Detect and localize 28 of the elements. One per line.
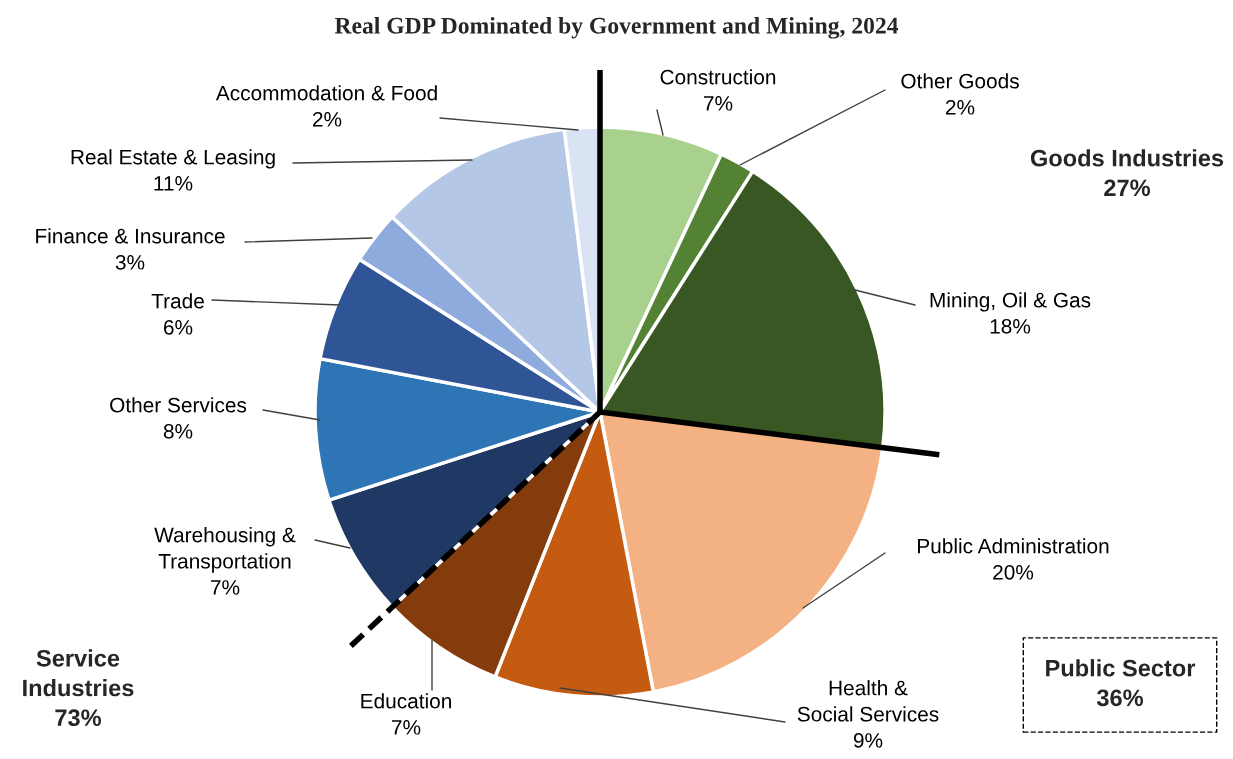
text: Service Industries 73%	[23, 649, 134, 727]
slice-label: Mining, Oil & Gas	[930, 292, 1091, 312]
slice-label: Accommodation & Food	[215, 85, 437, 101]
slice-label: Trade	[151, 293, 204, 309]
slice-label: Public Administration	[918, 538, 1109, 554]
data-label: 18%	[990, 318, 1031, 334]
data-label: 7%	[211, 580, 240, 595]
chart-title: Real GDP Dominated by Government and Mining, 2024	[334, 17, 899, 39]
data-label: 2%	[312, 111, 342, 127]
slice-label: Finance & Insurance	[36, 228, 225, 244]
text: Public Sector 36%	[1046, 659, 1196, 707]
data-label: 8%	[163, 423, 193, 439]
slice-label: Construction	[660, 69, 776, 85]
data-label: 6%	[164, 319, 193, 335]
slice-label: Warehousing & Transportation	[154, 527, 296, 573]
data-label: 9%	[853, 733, 883, 748]
slice-label: Real Estate & Leasing	[71, 149, 275, 169]
slice-label: Health & Social Services	[797, 680, 939, 722]
slice-label: Education	[361, 693, 451, 709]
data-label: 7%	[704, 96, 733, 111]
data-label: 11%	[154, 176, 193, 191]
data-label: 3%	[115, 254, 145, 270]
data-label: 2%	[945, 99, 975, 115]
slice-label: Other Services	[110, 397, 247, 413]
data-label: 7%	[392, 720, 421, 735]
slice-label: Other Goods	[901, 73, 1019, 89]
data-label: 20%	[993, 564, 1034, 580]
text: Goods Industries 27%	[1030, 149, 1224, 197]
